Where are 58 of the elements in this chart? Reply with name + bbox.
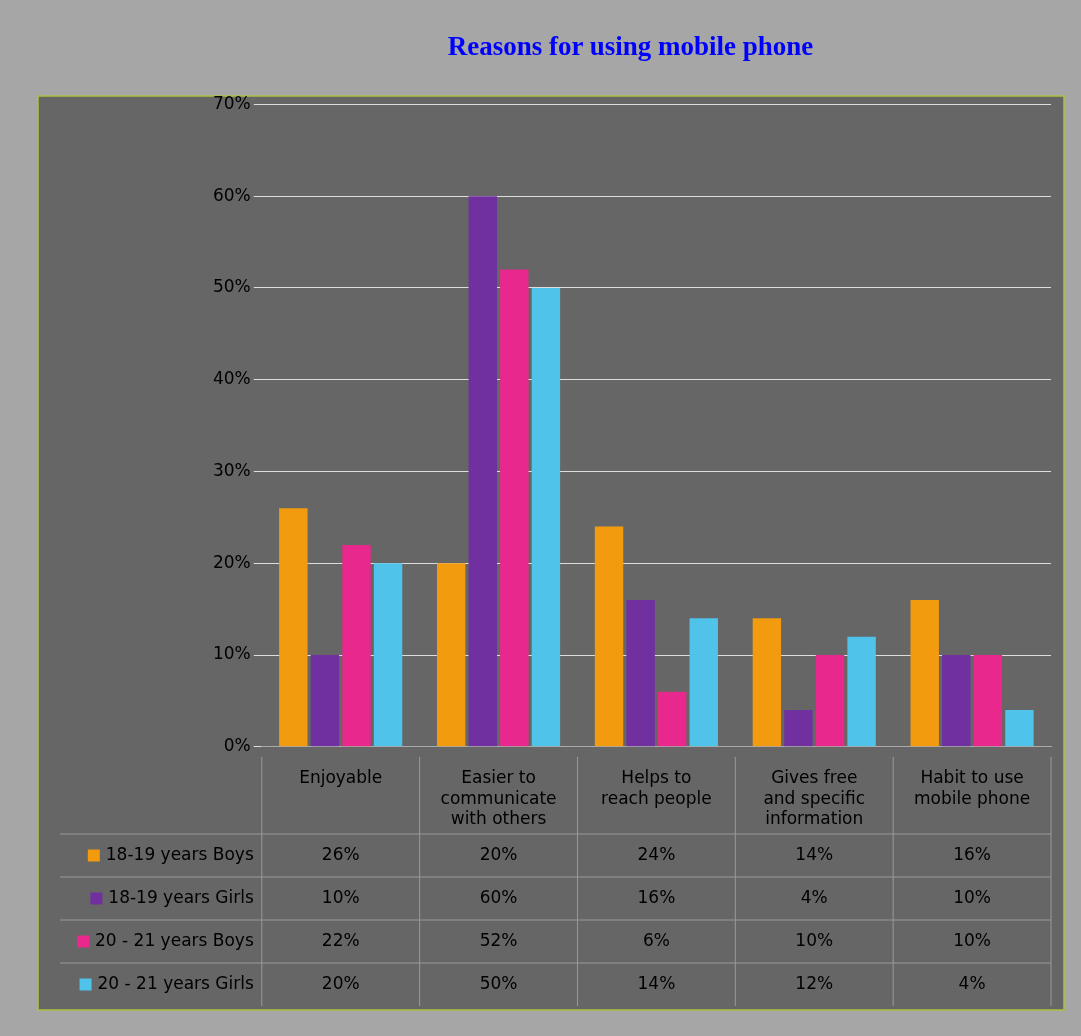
- bar: [531, 287, 561, 747]
- bar: [279, 508, 308, 747]
- x-tick-label: Habit to use mobile phone: [913, 767, 1031, 808]
- legend-label: 18-19 years Boys: [105, 843, 254, 864]
- y-tick-label: 10%: [212, 643, 251, 664]
- data-label: 50%: [479, 972, 518, 993]
- data-label: 6%: [642, 929, 670, 950]
- x-tick-label: Helps to reach people: [601, 767, 712, 808]
- data-label: 14%: [795, 843, 834, 864]
- data-label: 60%: [479, 886, 518, 907]
- y-tick-label: 60%: [212, 184, 251, 205]
- data-label: 4%: [958, 972, 986, 993]
- bar: [468, 196, 497, 747]
- x-tick-label: Gives free and specific information: [763, 767, 866, 829]
- bar: [784, 710, 813, 747]
- bar: [626, 599, 655, 747]
- data-label: 10%: [795, 929, 834, 950]
- legend-label: 20 - 21 years Girls: [97, 972, 254, 993]
- data-label: 10%: [953, 886, 991, 907]
- data-label: 14%: [637, 972, 676, 993]
- bar: [342, 544, 371, 747]
- y-tick-label: 70%: [212, 92, 251, 113]
- y-tick-label: 40%: [212, 368, 251, 389]
- legend-label: 20 - 21 years Boys: [95, 929, 254, 950]
- x-tick-label: Easier to communicate with others: [440, 767, 557, 829]
- chart-title: Reasons for using mobile phone: [447, 31, 814, 62]
- bar: [942, 655, 971, 747]
- bar: [500, 269, 529, 747]
- data-label: 20%: [479, 843, 518, 864]
- bar: [1005, 710, 1034, 747]
- data-label: 24%: [637, 843, 676, 864]
- y-tick-label: 50%: [212, 276, 251, 297]
- data-label: 20%: [321, 972, 360, 993]
- x-tick-label: Enjoyable: [299, 767, 383, 788]
- bar: [973, 655, 1003, 747]
- data-label: 12%: [795, 972, 834, 993]
- data-label: 52%: [479, 929, 518, 950]
- data-label: 10%: [953, 929, 991, 950]
- data-label: 4%: [800, 886, 828, 907]
- bar: [594, 526, 624, 747]
- bar: [310, 655, 340, 747]
- bar: [373, 563, 403, 747]
- bar: [657, 691, 687, 747]
- y-tick-label: 30%: [212, 459, 251, 480]
- legend-label: 18-19 years Girls: [108, 886, 254, 907]
- bar: [436, 563, 466, 747]
- data-label: 16%: [953, 843, 991, 864]
- data-label: 26%: [321, 843, 360, 864]
- data-label: 22%: [321, 929, 360, 950]
- bar: [847, 636, 876, 747]
- bar: [752, 618, 782, 747]
- y-tick-label: 0%: [223, 735, 251, 756]
- data-label: 10%: [321, 886, 360, 907]
- bar: [689, 618, 718, 747]
- bar: [910, 599, 939, 747]
- y-tick-label: 20%: [212, 551, 251, 572]
- data-label: 16%: [637, 886, 676, 907]
- bar: [815, 655, 845, 747]
